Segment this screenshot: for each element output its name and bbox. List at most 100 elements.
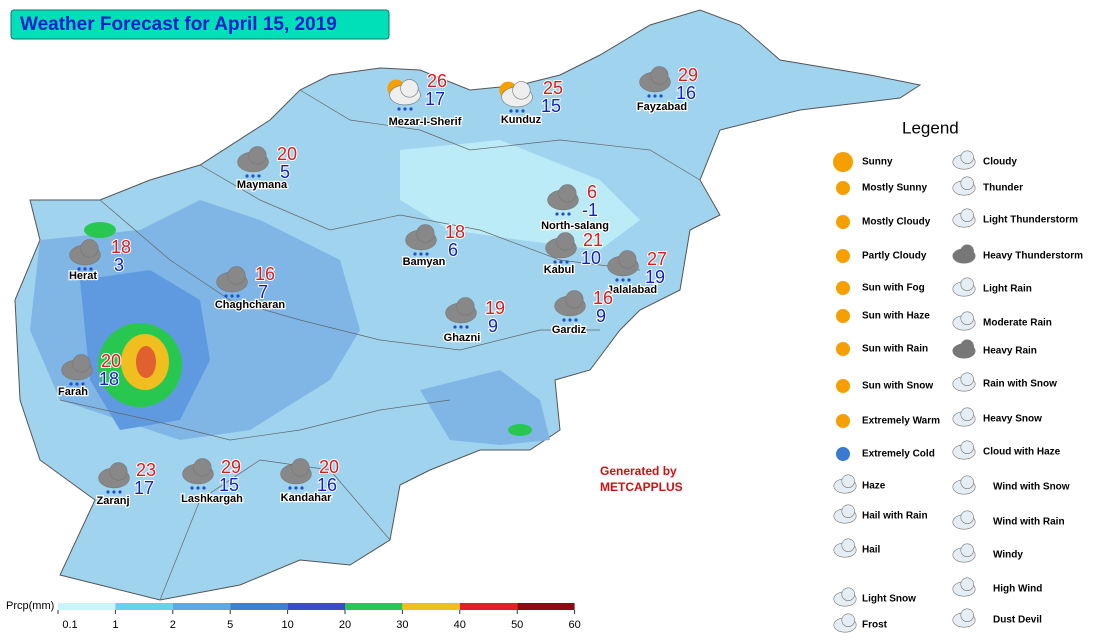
icon-rain	[561, 212, 565, 216]
icon-rain	[118, 490, 122, 494]
icon-cloud	[841, 474, 855, 488]
icon-cloud	[248, 146, 267, 165]
city-name: Mezar-I-Sherif	[389, 116, 462, 128]
min-temp: 9	[488, 316, 498, 336]
legend: Sunny Mostly Sunny Mostly Cloudy Partly Clo…	[833, 150, 1083, 633]
colorbar-tick-label: 30	[396, 619, 408, 631]
legend-label: Extremely Warm	[862, 416, 940, 427]
max-temp: 20	[319, 457, 339, 477]
max-temp: 20	[101, 351, 121, 371]
icon-rain	[659, 94, 663, 98]
legend-icon	[836, 342, 850, 356]
legend-label: Sun with Fog	[862, 283, 925, 294]
max-temp: 18	[111, 237, 131, 257]
legend-label: Haze	[862, 481, 886, 492]
icon-rain	[230, 294, 234, 298]
icon-rain	[403, 107, 407, 111]
min-temp: 5	[280, 162, 290, 182]
icon-cloud	[80, 239, 99, 258]
city-name: Bamyan	[403, 256, 446, 268]
colorbar-tick-label: 50	[511, 619, 523, 631]
city-name: Maymana	[237, 179, 288, 191]
icon-cloud	[841, 504, 855, 518]
icon-cloud	[650, 66, 669, 85]
icon-rain	[257, 174, 261, 178]
city-name: Lashkargah	[181, 493, 243, 505]
icon-rain	[112, 490, 116, 494]
icon-rain	[568, 318, 572, 322]
colorbar-tick-label: 0.1	[62, 619, 77, 631]
icon-rain	[509, 109, 513, 113]
legend-label: Dust Devil	[993, 615, 1042, 626]
icon-cloud	[841, 613, 855, 627]
icon-rain	[453, 325, 457, 329]
legend-icon	[836, 281, 850, 295]
legend-label: Light Rain	[983, 284, 1032, 295]
icon-rain	[300, 486, 304, 490]
legend-label: Moderate Rain	[983, 318, 1052, 329]
min-temp: -1	[582, 200, 598, 220]
icon-rain	[75, 382, 79, 386]
legend-label: Light Snow	[862, 594, 916, 605]
icon-cloud	[960, 510, 974, 524]
legend-label: Extremely Cold	[862, 449, 935, 460]
legend-label: Sun with Snow	[862, 381, 933, 392]
legend-label: Cloudy	[983, 157, 1017, 168]
city-name: Zaranj	[96, 495, 129, 507]
icon-rain	[413, 252, 417, 256]
icon-cloud	[960, 277, 974, 291]
legend-label: High Wind	[993, 584, 1042, 595]
colorbar-segment	[345, 603, 403, 610]
title: Weather Forecast for April 15, 2019	[20, 14, 337, 35]
city-name: Ghazni	[444, 332, 481, 344]
icon-rain	[89, 267, 93, 271]
min-temp: 7	[258, 282, 268, 302]
city-name: North-salang	[541, 220, 609, 232]
legend-label: Wind with Snow	[993, 482, 1070, 493]
icon-cloud	[960, 150, 974, 164]
colorbar-label: Prcp(mm)	[6, 600, 54, 612]
max-temp: 27	[647, 249, 667, 269]
icon-rain	[190, 486, 194, 490]
icon-rain	[515, 109, 519, 113]
max-temp: 25	[543, 78, 563, 98]
min-temp: 15	[541, 96, 561, 116]
icon-cloud	[960, 577, 974, 591]
icon-cloud	[291, 458, 310, 477]
icon-cloud	[618, 250, 637, 269]
max-temp: 6	[587, 182, 597, 202]
icon-cloud	[960, 244, 974, 258]
city-name: Kandahar	[281, 492, 332, 504]
colorbar-segment	[115, 603, 173, 610]
legend-label: Thunder	[983, 183, 1023, 194]
icon-cloud	[960, 475, 974, 489]
icon-rain	[565, 260, 569, 264]
legend-label: Wind with Rain	[993, 517, 1065, 528]
min-temp: 6	[448, 240, 458, 260]
icon-cloud	[960, 407, 974, 421]
icon-rain	[574, 318, 578, 322]
icon-rain	[196, 486, 200, 490]
icon-rain	[409, 107, 413, 111]
icon-rain	[615, 278, 619, 282]
legend-icon	[833, 152, 853, 172]
legend-icon	[836, 414, 850, 428]
max-temp: 23	[136, 460, 156, 480]
icon-rain	[77, 267, 81, 271]
legend-label: Sunny	[862, 157, 893, 168]
legend-label: Cloud with Haze	[983, 447, 1061, 458]
icon-cloud	[960, 372, 974, 386]
icon-cloud	[960, 543, 974, 557]
icon-rain	[419, 252, 423, 256]
icon-rain	[106, 490, 110, 494]
icon-cloud	[960, 176, 974, 190]
icon-cloud	[512, 81, 531, 100]
max-temp: 20	[277, 144, 297, 164]
legend-icon	[836, 309, 850, 323]
icon-rain	[236, 294, 240, 298]
colorbar-segment	[58, 603, 116, 610]
icon-rain	[521, 109, 525, 113]
legend-icon	[836, 215, 850, 229]
city-name: Chaghcharan	[215, 299, 286, 311]
